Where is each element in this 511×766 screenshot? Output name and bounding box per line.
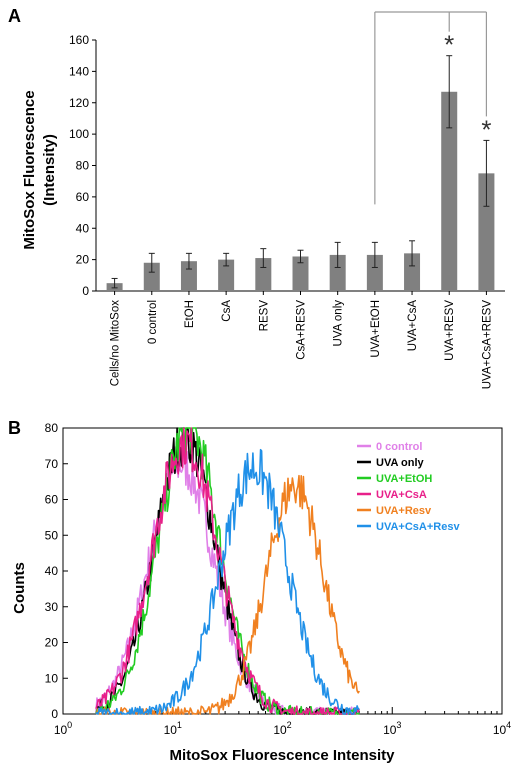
panel-b-legend-label: UVA+CsA+Resv [376, 521, 460, 533]
panel-b-series-curve [95, 427, 360, 715]
panel-a-category-label: 0 control [147, 300, 159, 344]
panel-a-category-label: UVA only [333, 300, 345, 347]
panel-a-category-labels: Cells/no MitoSox 0 control EtOH CsA RESV CsA+… [110, 300, 494, 390]
panel-b-x-tick-label: 103 [383, 720, 401, 737]
panel-a-category-label: UVA+CsA+RESV [481, 300, 493, 390]
panel-b-legend-label: UVA+EtOH [376, 473, 432, 485]
panel-a-y-tick-label: 0 [82, 284, 89, 298]
panel-b-y-tick-label: 70 [45, 457, 59, 471]
panel-b-y-tick-label: 20 [45, 636, 59, 650]
panel-b-curves [95, 427, 361, 715]
panel-a-bar [441, 91, 458, 291]
panel-a-y-tick-label: 120 [69, 96, 89, 110]
panel-b-series-curve [95, 448, 360, 715]
panel-b-legend-label: UVA+Resv [376, 505, 432, 517]
panel-b-label: B [8, 418, 21, 438]
panel-b-y-tick-label: 10 [45, 671, 59, 685]
panel-a-category-label: UVA+EtOH [370, 300, 382, 358]
panel-a-y-tick-label: 80 [76, 159, 90, 173]
panel-b-legend-label: 0 control [376, 441, 422, 453]
panel-a-y-axis-label: MitoSox Fluorescence (Intensity) [21, 90, 58, 249]
panel-a-category-label: EtOH [184, 300, 196, 328]
panel-a-y-tick-label: 100 [69, 127, 89, 141]
panel-b-y-tick-label: 50 [45, 528, 59, 542]
panel-b-legend-label: UVA+CsA [376, 489, 427, 501]
panel-b-x-tick-label: 102 [273, 720, 291, 737]
panel-b-y-tick-label: 30 [45, 600, 59, 614]
panel-a-label: A [8, 6, 21, 26]
panel-a-significance-star: * [481, 114, 491, 144]
panel-b-series-curve [95, 474, 360, 715]
panel-a-y-tick-label: 20 [76, 253, 90, 267]
panel-b-x-tick-label: 104 [493, 720, 511, 737]
panel-a-category-label: UVA+RESV [444, 300, 456, 361]
panel-b-x-tick-label: 100 [54, 720, 72, 737]
panel-a-bar [329, 254, 346, 291]
panel-a-y-tick-label: 160 [69, 33, 89, 47]
panel-a-bar [218, 259, 235, 291]
panel-a-category-label: CsA+RESV [296, 300, 308, 360]
panel-b-y-tick-label: 0 [51, 707, 58, 721]
panel-a-category-label: RESV [258, 300, 270, 332]
panel-a-significance-star: * [444, 30, 454, 60]
panel-a-y-axis-label-line: (Intensity) [41, 134, 58, 206]
panel-a-bar [292, 256, 309, 291]
panel-a-bar [366, 254, 383, 291]
panel-b-series-curve [95, 427, 361, 715]
panel-b-y-axis-label: Counts [11, 562, 28, 614]
panel-b-x-axis-label: MitoSox Fluorescence Intensity [169, 747, 395, 764]
panel-b-plot-frame [62, 427, 503, 715]
panel-b-legend-label: UVA only [376, 457, 425, 469]
panel-b-legend: 0 control UVA only UVA+EtOH UVA+CsA UVA+Resv… [357, 441, 460, 533]
panel-a-y-tick-label: 40 [76, 221, 90, 235]
panel-a-bar [143, 262, 160, 291]
panel-a-bar [404, 253, 421, 291]
panel-a-axes: 0 20 40 60 80 100 120 140 160 [69, 33, 505, 298]
panel-b-series-curve [95, 445, 360, 715]
panel-a-y-axis-label-line: MitoSox Fluorescence [21, 90, 38, 249]
panel-a-bars: ** [106, 11, 495, 291]
panel-a-bar [180, 261, 197, 291]
panel-a-bar [478, 173, 495, 291]
panel-b-y-tick-label: 80 [45, 421, 59, 435]
panel-a-bar [255, 258, 272, 291]
panel-a-category-label: UVA+CsA [407, 300, 419, 352]
panel-b-y-tick-label: 40 [45, 564, 59, 578]
panel-b-y-tick-label: 60 [45, 493, 59, 507]
panel-a-category-label: CsA [221, 300, 233, 322]
panel-a-y-tick-label: 60 [76, 190, 90, 204]
panel-b-x-tick-label: 101 [164, 720, 182, 737]
panel-a-category-label: Cells/no MitoSox [110, 300, 122, 387]
panel-a-y-tick-label: 140 [69, 64, 89, 78]
panel-b-series-curve [95, 427, 360, 715]
